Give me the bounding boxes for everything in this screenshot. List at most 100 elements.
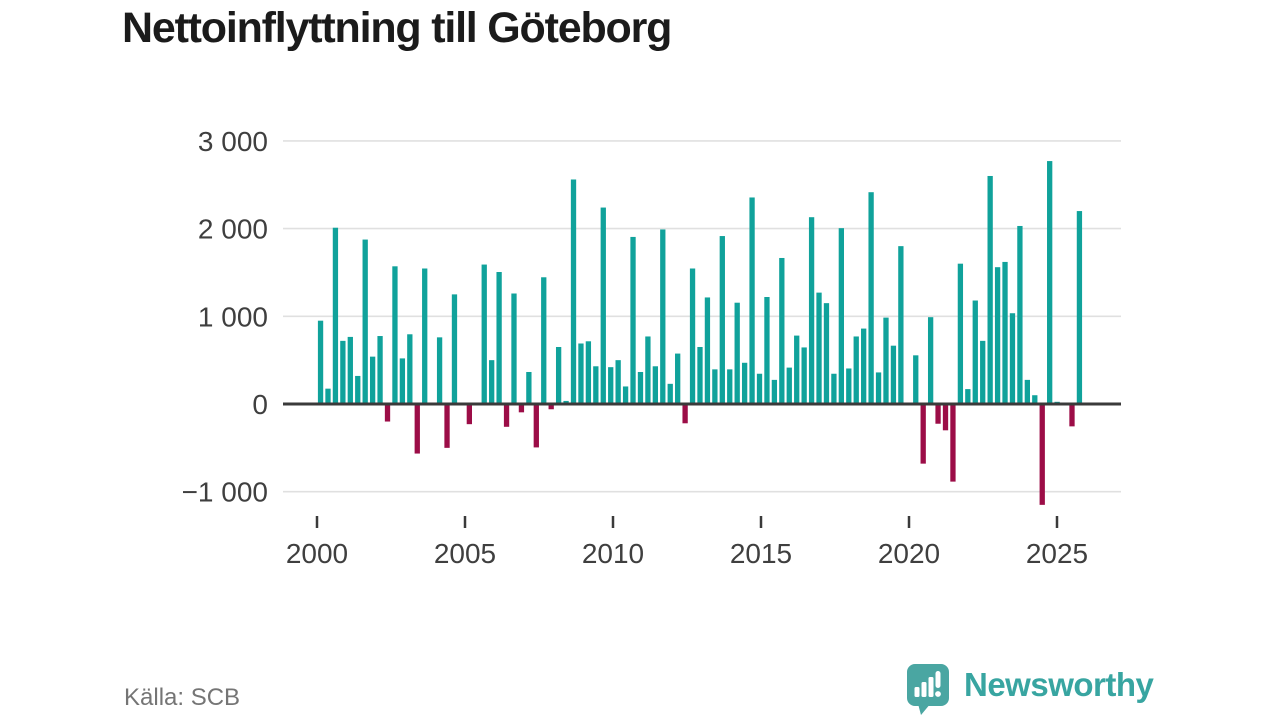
bar-2004-q2 bbox=[444, 404, 450, 448]
bar-2019-q1 bbox=[883, 317, 889, 404]
bar-2022-q2 bbox=[980, 340, 986, 404]
y-axis-label: 2 000 bbox=[198, 214, 268, 245]
bar-2006-q4 bbox=[518, 404, 525, 413]
bar-2007-q4 bbox=[548, 404, 554, 410]
bar-2018-q2 bbox=[861, 328, 867, 404]
bar-2018-q4 bbox=[875, 372, 882, 404]
bar-2008-q1 bbox=[555, 346, 562, 404]
bar-2024-q2 bbox=[1039, 404, 1045, 505]
bar-2020-q2 bbox=[920, 404, 926, 464]
bar-2023-q3 bbox=[1017, 225, 1023, 404]
bar-2005-q3 bbox=[481, 264, 487, 404]
x-axis-label: 2015 bbox=[730, 538, 792, 569]
bar-2015-q1 bbox=[764, 297, 770, 404]
bar-2025-q3 bbox=[1076, 211, 1083, 404]
bar-2000-q2 bbox=[325, 388, 331, 404]
bar-2019-q3 bbox=[898, 246, 904, 404]
bar-2001-q3 bbox=[362, 239, 368, 404]
bar-2006-q3 bbox=[511, 293, 517, 404]
bar-2017-q1 bbox=[823, 303, 830, 404]
bar-2012-q4 bbox=[697, 346, 703, 404]
bar-2007-q1 bbox=[526, 371, 532, 404]
newsworthy-logo: Newsworthy bbox=[903, 663, 1154, 715]
bar-2008-q4 bbox=[578, 343, 584, 404]
bar-2015-q4 bbox=[786, 367, 792, 404]
bar-2025-q2 bbox=[1069, 404, 1075, 427]
bar-2010-q1 bbox=[615, 360, 621, 404]
logo-exclamation-bar bbox=[935, 671, 941, 688]
bar-2018-q1 bbox=[853, 336, 859, 404]
bar-2021-q2 bbox=[950, 404, 956, 482]
newsworthy-wordmark: Newsworthy bbox=[964, 665, 1154, 703]
bar-2004-q1 bbox=[436, 337, 443, 404]
bar-2009-q4 bbox=[608, 367, 614, 404]
bar-2017-q4 bbox=[846, 368, 852, 404]
bar-2017-q2 bbox=[831, 373, 837, 404]
bar-2004-q3 bbox=[451, 294, 458, 404]
bar-2002-q1 bbox=[377, 336, 383, 404]
y-axis-label: 3 000 bbox=[198, 126, 268, 157]
bar-2008-q2 bbox=[563, 400, 569, 404]
bar-2021-q1 bbox=[942, 404, 949, 431]
bar-2020-q4 bbox=[935, 404, 941, 424]
bar-2012-q2 bbox=[682, 404, 688, 424]
newsworthy-speech-bubble-bar-chart-icon bbox=[907, 664, 949, 715]
bar-2000-q1 bbox=[317, 320, 324, 404]
bar-2009-q3 bbox=[600, 207, 606, 404]
bar-2023-q1 bbox=[1002, 261, 1008, 404]
bar-2007-q2 bbox=[533, 404, 539, 448]
bar-2012-q1 bbox=[675, 353, 681, 404]
bar-2010-q3 bbox=[630, 236, 636, 404]
bar-2012-q3 bbox=[689, 268, 696, 404]
bar-2013-q2 bbox=[712, 369, 718, 404]
bar-2018-q3 bbox=[868, 192, 874, 404]
bar-2000-q3 bbox=[332, 227, 339, 404]
x-axis-label: 2000 bbox=[286, 538, 348, 569]
bar-2014-q2 bbox=[741, 362, 748, 404]
bar-2021-q4 bbox=[965, 389, 971, 404]
y-axis-label: 0 bbox=[252, 389, 268, 420]
y-axis-label: −1 000 bbox=[182, 477, 268, 508]
bar-2019-q2 bbox=[890, 345, 897, 404]
logo-bar-3 bbox=[928, 677, 934, 697]
y-axis-label: 1 000 bbox=[198, 301, 268, 332]
bar-2011-q4 bbox=[667, 383, 673, 404]
bar-2015-q3 bbox=[779, 257, 785, 404]
bar-2015-q2 bbox=[771, 379, 778, 404]
bar-2002-q2 bbox=[384, 404, 391, 422]
bar-2013-q4 bbox=[727, 369, 733, 404]
bar-2022-q4 bbox=[994, 267, 1001, 404]
bar-2016-q3 bbox=[808, 217, 815, 404]
bar-2001-q1 bbox=[347, 336, 353, 404]
bar-2011-q3 bbox=[660, 229, 666, 404]
bar-2016-q4 bbox=[816, 292, 822, 404]
logo-bar-2 bbox=[921, 682, 927, 697]
chart-title: Nettoinflyttning till Göteborg bbox=[122, 4, 672, 52]
bar-2002-q4 bbox=[399, 358, 406, 404]
bar-2003-q2 bbox=[414, 404, 420, 454]
bar-2023-q4 bbox=[1024, 379, 1030, 404]
bar-2016-q2 bbox=[801, 347, 807, 404]
source-note: Källa: SCB bbox=[124, 684, 241, 711]
bar-2008-q3 bbox=[570, 179, 577, 404]
bar-2020-q3 bbox=[927, 317, 934, 404]
bar-2010-q4 bbox=[637, 371, 644, 404]
bar-2005-q1 bbox=[466, 404, 472, 425]
bar-2014-q1 bbox=[734, 302, 740, 404]
bar-2013-q3 bbox=[719, 236, 725, 404]
x-axis-label: 2005 bbox=[434, 538, 496, 569]
bar-2000-q4 bbox=[340, 340, 346, 404]
bar-2013-q1 bbox=[704, 297, 711, 404]
bar-2003-q1 bbox=[407, 334, 413, 404]
bar-2009-q1 bbox=[585, 341, 592, 404]
logo-exclamation-dot bbox=[935, 691, 941, 697]
bar-2001-q2 bbox=[355, 375, 361, 404]
logo-bar-1 bbox=[914, 687, 920, 697]
bar-2021-q3 bbox=[957, 263, 964, 404]
bar-2011-q1 bbox=[645, 336, 651, 404]
x-axis-label: 2010 bbox=[582, 538, 644, 569]
bar-2006-q2 bbox=[503, 404, 510, 427]
bar-2016-q1 bbox=[794, 335, 800, 404]
